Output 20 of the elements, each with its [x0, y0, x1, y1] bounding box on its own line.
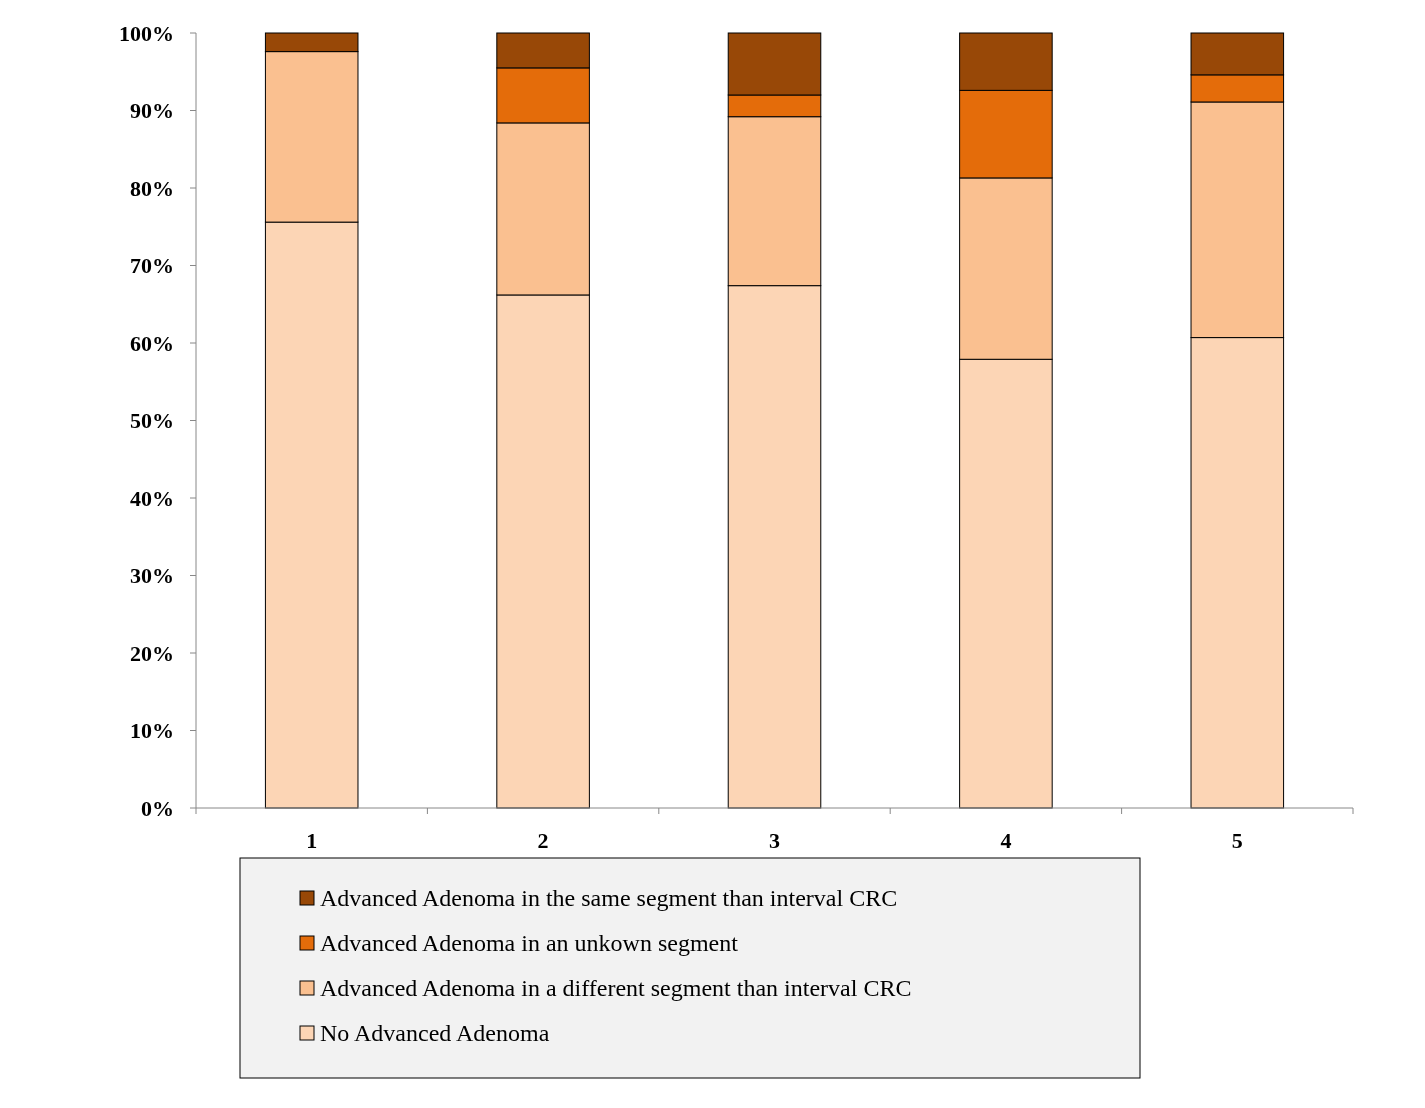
legend-label: Advanced Adenoma in an unkown segment	[320, 930, 739, 957]
y-tick-label: 70%	[130, 253, 174, 279]
legend-label: Advanced Adenoma in the same segment than interval CRC	[320, 885, 898, 912]
y-tick-label: 80%	[130, 175, 174, 201]
y-tick-label: 60%	[130, 330, 174, 356]
x-tick-label: 4	[1000, 828, 1012, 853]
y-tick-label: 50%	[130, 408, 174, 434]
y-tick-label: 40%	[130, 485, 174, 511]
y-tick-label: 90%	[130, 98, 174, 124]
x-tick-label: 3	[769, 828, 780, 853]
y-tick-label: 100%	[119, 20, 174, 46]
x-tick-label: 2	[537, 828, 549, 853]
x-tick-label: 1	[306, 828, 318, 853]
y-tick-label: 30%	[130, 563, 174, 589]
y-tick-label: 20%	[130, 640, 174, 666]
legend-label: No Advanced Adenoma	[320, 1020, 550, 1047]
legend-label: Advanced Adenoma in a different segment than interval CRC	[320, 975, 912, 1002]
y-tick-label: 10%	[130, 718, 174, 744]
y-tick-label: 0%	[141, 795, 174, 821]
x-tick-label: 5	[1231, 828, 1243, 853]
